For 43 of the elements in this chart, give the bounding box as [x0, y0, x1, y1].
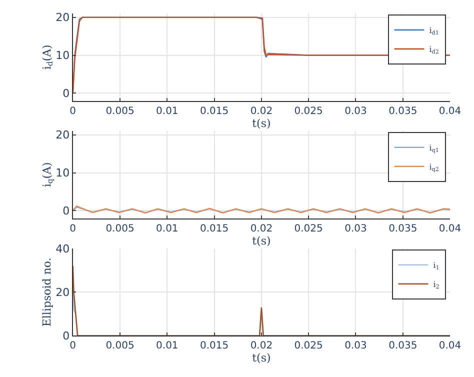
legend-label: i$_{q1}$ [429, 144, 439, 154]
y-axis-title: Ellipsoid no. [40, 258, 54, 327]
y-tick-label: 10 [56, 166, 70, 180]
y-tick-label: 10 [56, 49, 70, 62]
x-tick-label: 0.01 [156, 106, 178, 117]
x-tick-label: 0.025 [294, 223, 323, 234]
x-tick-label: 0.03 [344, 106, 367, 117]
y-tick-label: 20 [56, 128, 70, 142]
y-tick-label: 20 [56, 286, 70, 299]
x-tick-label: 0.03 [344, 223, 367, 234]
x-tick-label: 0.025 [294, 340, 323, 352]
x-tick-label: 0.02 [250, 106, 273, 117]
x-tick-label: 0.005 [106, 106, 134, 117]
y-tick-label: 0 [62, 87, 70, 100]
x-tick-label: 0.04 [438, 223, 462, 234]
legend-label: i$_{d1}$ [429, 26, 439, 37]
x-tick-label: 0.015 [200, 223, 229, 234]
legend-label: i$_{d2}$ [429, 45, 440, 56]
x-tick-label: 0.04 [438, 340, 462, 352]
x-tick-label: 0.02 [250, 223, 273, 234]
x-axis-title: t(s) [252, 116, 271, 130]
legend-label: i$_{1}$ [433, 261, 440, 272]
y-tick-label: 0 [62, 204, 70, 218]
x-tick-label: 0.035 [388, 106, 418, 117]
x-tick-label: 0.025 [294, 106, 323, 117]
x-tick-label: 0.02 [250, 340, 273, 352]
x-tick-label: 0.005 [106, 223, 134, 234]
x-tick-label: 0.035 [388, 223, 418, 234]
y-tick-label: 40 [56, 242, 70, 256]
x-tick-label: 0.01 [156, 223, 178, 234]
x-axis-title: t(s) [252, 234, 271, 248]
y-tick-label: 20 [56, 11, 70, 24]
legend-label: i$_{2}$ [433, 280, 440, 291]
x-tick-label: 0.035 [388, 340, 418, 352]
x-tick-label: 0.005 [106, 340, 134, 352]
x-tick-label: 0.015 [200, 106, 229, 117]
x-tick-label: 0.04 [438, 106, 462, 117]
x-tick-label: 0.01 [156, 340, 178, 352]
y-tick-label: 0 [62, 330, 70, 343]
x-axis-title: t(s) [252, 352, 271, 365]
legend-label: i$_{q2}$ [429, 162, 440, 174]
x-tick-label: 0.03 [344, 340, 367, 352]
x-tick-label: 0.015 [200, 340, 229, 352]
